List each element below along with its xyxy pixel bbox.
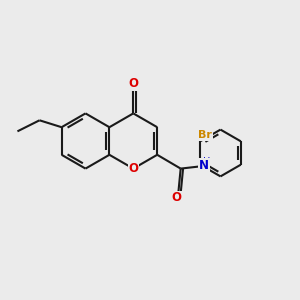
Text: Br: Br [198, 130, 212, 140]
Text: N: N [199, 159, 209, 172]
Text: O: O [128, 162, 138, 175]
Text: H: H [203, 157, 210, 167]
Text: O: O [128, 77, 138, 90]
Text: O: O [172, 191, 182, 204]
